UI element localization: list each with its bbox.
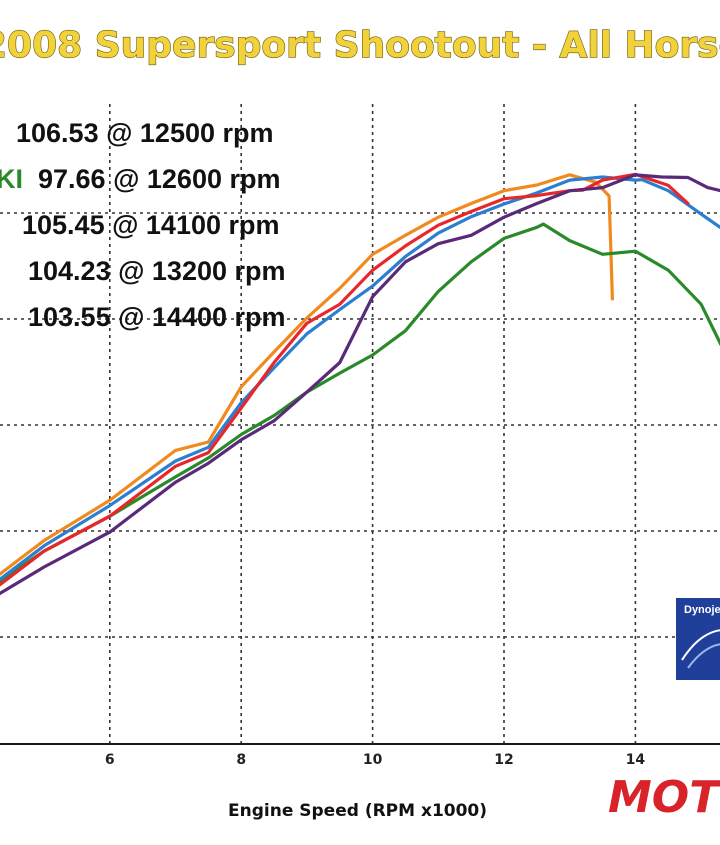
chart-title: 2008 Supersport Shootout - All Horsepowe… [0,25,720,66]
logo-swoosh-icon [681,629,720,661]
x-tick-labels: 6 8 10 12 14 [105,752,645,768]
series-line-3 [0,175,720,582]
grid-lines [0,104,720,744]
brand-logo: MOTORCYCLE-USA [608,772,720,823]
title-bar [0,0,720,104]
series-line-5 [0,173,720,596]
legend-entry-2-prefix: KI [0,164,23,194]
series-line-4 [0,172,690,587]
legend-entry-1: 106.53 @ 12500 rpm [16,118,274,148]
x-axis-label: Engine Speed (RPM x1000) [228,801,487,821]
x-tick-label-8: 8 [236,752,246,768]
series-line-1 [0,173,615,577]
legend-entry-4: 104.23 @ 13200 rpm [28,256,286,286]
dynojet-logo-text: Dynojet [684,604,720,616]
dynojet-logo: Dynojet [676,598,720,680]
x-tick-label-12: 12 [494,752,513,768]
x-tick-label-14: 14 [626,752,646,768]
logo-swoosh-2-icon [687,643,720,669]
series-line-2 [0,222,720,583]
legend-entry-3: 105.45 @ 14100 rpm [22,210,280,240]
legend-entry-2: 97.66 @ 12600 rpm [38,164,281,194]
x-tick-label-10: 10 [363,752,383,768]
series-lines [0,172,720,596]
legend-entry-5: 103.55 @ 14400 rpm [28,302,286,332]
legend: 106.53 @ 12500 rpm KI 97.66 @ 12600 rpm … [0,118,286,332]
x-tick-label-6: 6 [105,752,115,768]
